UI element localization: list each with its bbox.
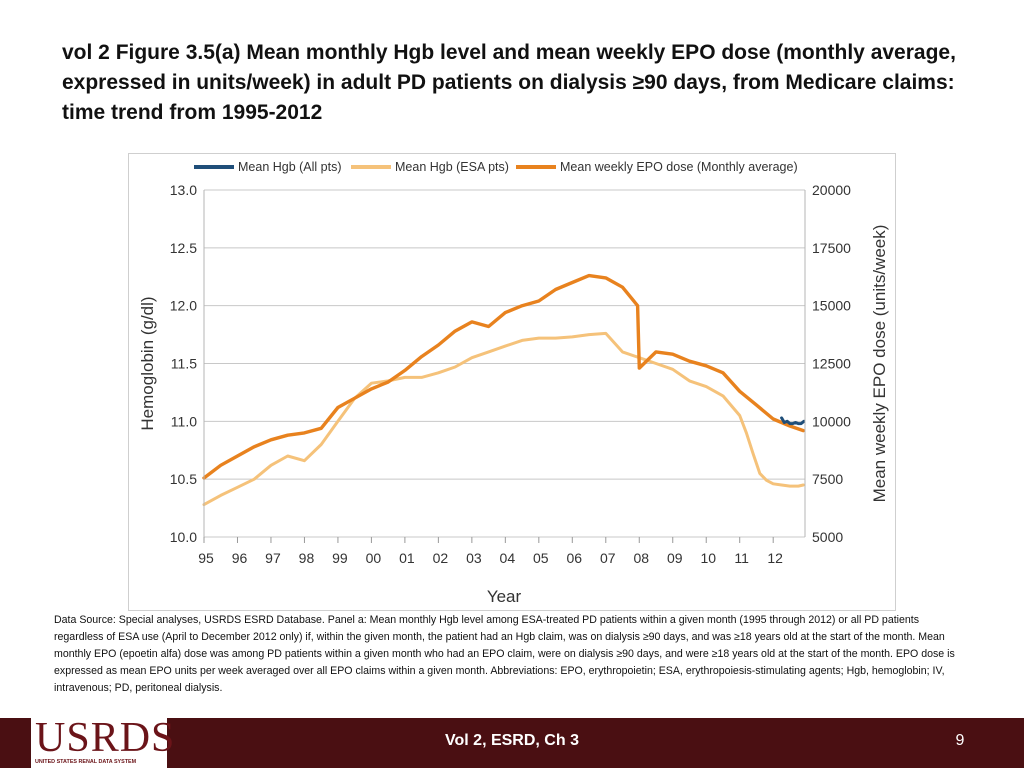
y-right-axis-title: Mean weekly EPO dose (units/week) — [870, 225, 889, 503]
y-right-tick-label: 15000 — [812, 298, 851, 314]
x-tick-label: 12 — [767, 550, 783, 566]
legend-label: Mean Hgb (ESA pts) — [395, 160, 509, 174]
legend-item-hgb-esa: Mean Hgb (ESA pts) — [351, 160, 509, 174]
x-tick-label: 05 — [533, 550, 549, 566]
legend-label: Mean weekly EPO dose (Monthly average) — [560, 160, 798, 174]
logo-wordmark: USRDS — [35, 715, 176, 761]
x-tick-label: 98 — [299, 550, 315, 566]
x-tick-label: 97 — [265, 550, 281, 566]
x-tick-label: 11 — [734, 550, 749, 566]
x-tick-label: 06 — [567, 550, 583, 566]
usrds-logo: USRDS UNITED STATES RENAL DATA SYSTEM — [31, 712, 174, 768]
x-tick-label: 02 — [433, 550, 449, 566]
series-line-hgb-esa — [202, 331, 805, 507]
x-tick-label: 03 — [466, 550, 482, 566]
x-tick-label: 07 — [600, 550, 616, 566]
x-tick-label: 99 — [332, 550, 348, 566]
legend-item-hgb-all: Mean Hgb (All pts) — [194, 160, 342, 174]
y-right-tick-label: 17500 — [812, 240, 851, 256]
y-left-tick-label: 12.5 — [170, 240, 197, 256]
x-tick-label: 01 — [399, 550, 415, 566]
y-right-tick-label: 10000 — [812, 413, 851, 429]
y-left-tick-label: 10.5 — [170, 471, 197, 487]
y-right-tick-label: 20000 — [812, 182, 851, 198]
y-left-axis-title: Hemoglobin (g/dl) — [138, 296, 157, 430]
x-tick-label: 96 — [232, 550, 248, 566]
gridlines — [204, 189, 805, 538]
y-left-tick-label: 11.0 — [171, 413, 197, 429]
axes: 13.0 20000 12.5 17500 12.0 15000 11.5 12500 11.0… — [138, 182, 889, 606]
x-tick-label: 04 — [500, 550, 516, 566]
series-lines — [202, 273, 806, 507]
x-tick-label: 10 — [700, 550, 716, 566]
hgb-epo-line-chart: 13.0 20000 12.5 17500 12.0 15000 11.5 12500 11.0… — [138, 160, 889, 606]
y-left-tick-label: 13.0 — [170, 182, 197, 198]
y-right-tick-label: 7500 — [812, 471, 843, 487]
x-tick-label: 08 — [633, 550, 649, 566]
series-line-epo-dose — [202, 273, 805, 480]
x-tick-label: 09 — [667, 550, 683, 566]
y-left-tick-label: 12.0 — [170, 298, 197, 314]
legend: Mean Hgb (All pts) Mean Hgb (ESA pts) Mean… — [194, 160, 798, 174]
legend-item-epo-dose: Mean weekly EPO dose (Monthly average) — [516, 160, 798, 174]
y-left-tick-label: 10.0 — [170, 529, 197, 545]
y-right-tick-label: 12500 — [812, 356, 851, 372]
series-line-hgb-all — [780, 416, 806, 426]
x-tick-label: 95 — [198, 550, 214, 566]
footer-caption: Vol 2, ESRD, Ch 3 — [445, 732, 579, 749]
chart-frame: 13.0 20000 12.5 17500 12.0 15000 11.5 12500 11.0… — [128, 153, 896, 611]
data-source-note: Data Source: Special analyses, USRDS ESR… — [54, 614, 955, 694]
page-number: 9 — [955, 732, 965, 749]
x-tick-label: 00 — [366, 550, 382, 566]
legend-label: Mean Hgb (All pts) — [238, 160, 342, 174]
y-right-tick-label: 5000 — [812, 529, 843, 545]
y-left-tick-label: 11.5 — [171, 356, 197, 372]
slide-title: vol 2 Figure 3.5(a) Mean monthly Hgb lev… — [62, 41, 956, 124]
footer-bar — [0, 718, 1024, 768]
x-axis-title: Year — [487, 587, 522, 606]
logo-subtitle: UNITED STATES RENAL DATA SYSTEM — [35, 759, 137, 765]
